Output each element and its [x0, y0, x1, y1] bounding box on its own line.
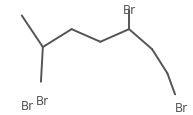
Text: Br: Br [21, 99, 34, 112]
Text: Br: Br [123, 4, 136, 17]
Text: Br: Br [175, 101, 188, 114]
Text: Br: Br [36, 95, 49, 107]
